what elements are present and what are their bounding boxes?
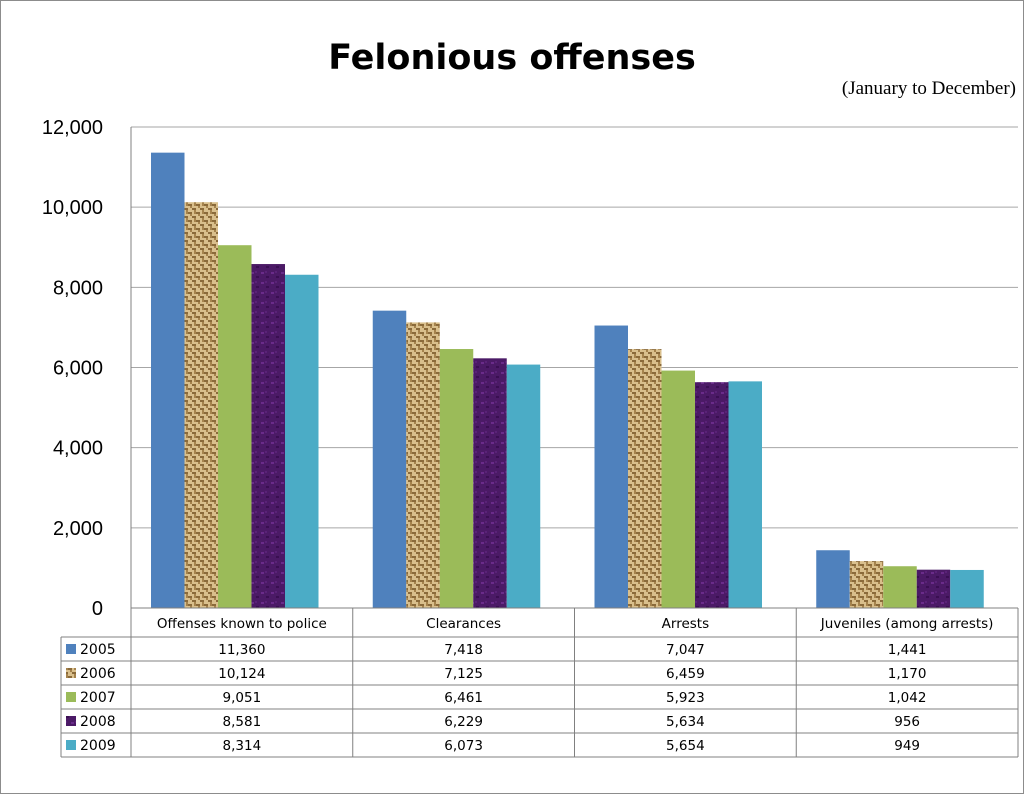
x-category-label: Offenses known to police — [157, 616, 327, 632]
bar-2009-1 — [285, 274, 319, 608]
bars — [151, 152, 984, 609]
data-cell: 8,314 — [223, 738, 262, 754]
data-cell: 949 — [894, 738, 920, 754]
data-cell: 1,441 — [888, 642, 927, 658]
data-table: Offenses known to police Clearances Arrest… — [60, 607, 1019, 758]
x-category-label: Juveniles (among arrests) — [820, 616, 994, 632]
x-category-label: Arrests — [662, 616, 709, 632]
bar-2005-2 — [372, 310, 407, 608]
bar-2007-4 — [883, 566, 917, 608]
legend-label: 2006 — [80, 666, 116, 682]
data-cell: 8,581 — [223, 714, 262, 730]
data-cell: 7,047 — [666, 642, 705, 658]
data-cell: 7,125 — [444, 666, 483, 682]
y-tick-label: 12,000 — [42, 117, 103, 139]
data-cell: 5,923 — [666, 690, 705, 706]
bar-2008-1 — [251, 264, 285, 608]
y-axis: 0 2,000 4,000 6,000 8,000 10,000 12,000 — [42, 117, 132, 620]
data-cell: 10,124 — [218, 666, 265, 682]
data-cell: 6,229 — [444, 714, 483, 730]
bar-2005-1 — [151, 152, 185, 609]
y-tick-label: 10,000 — [42, 197, 103, 219]
data-cell: 5,654 — [666, 738, 705, 754]
data-cell: 11,360 — [218, 642, 265, 658]
x-category-label: Clearances — [426, 616, 501, 632]
legend-swatch-2007 — [66, 692, 76, 702]
legend-label: 2007 — [80, 690, 116, 706]
bar-2007-3 — [661, 370, 695, 608]
bar-2005-3 — [594, 325, 628, 608]
bar-2008-3 — [695, 382, 729, 608]
bar-2006-1 — [184, 202, 218, 608]
legend-label: 2005 — [80, 642, 116, 658]
legend-label: 2008 — [80, 714, 116, 730]
data-cell: 1,042 — [888, 690, 927, 706]
data-cell: 6,073 — [444, 738, 483, 754]
data-cell: 6,461 — [444, 690, 483, 706]
legend-swatch-2009 — [66, 740, 76, 750]
data-cell: 956 — [894, 714, 920, 730]
bar-2009-3 — [728, 381, 762, 608]
data-cell: 7,418 — [444, 642, 483, 658]
legend-swatch-2005 — [66, 644, 76, 654]
chart-subtitle: (January to December) — [841, 78, 1016, 99]
bar-2007-1 — [218, 245, 252, 608]
y-tick-label: 2,000 — [53, 518, 103, 540]
bar-2009-4 — [950, 569, 984, 608]
chart-title: Felonious offenses — [328, 38, 696, 78]
bar-2005-4 — [816, 550, 850, 608]
y-tick-label: 6,000 — [53, 358, 103, 380]
bar-2008-2 — [473, 358, 507, 608]
bar-2009-2 — [506, 364, 541, 608]
bar-2006-2 — [406, 322, 440, 608]
data-cell: 6,459 — [666, 666, 705, 682]
bar-2007-2 — [439, 349, 474, 608]
data-cell: 1,170 — [888, 666, 927, 682]
data-cell: 5,634 — [666, 714, 705, 730]
y-tick-label: 8,000 — [53, 277, 103, 299]
y-tick-label: 4,000 — [53, 438, 103, 460]
bar-2006-3 — [628, 349, 662, 608]
legend-swatch-2008 — [66, 716, 76, 726]
legend-swatch-2006 — [66, 668, 76, 678]
legend-label: 2009 — [80, 738, 116, 754]
y-tick-label: 0 — [92, 598, 103, 620]
data-cell: 9,051 — [223, 690, 262, 706]
bar-2008-4 — [916, 569, 951, 608]
bar-2006-4 — [849, 561, 884, 608]
